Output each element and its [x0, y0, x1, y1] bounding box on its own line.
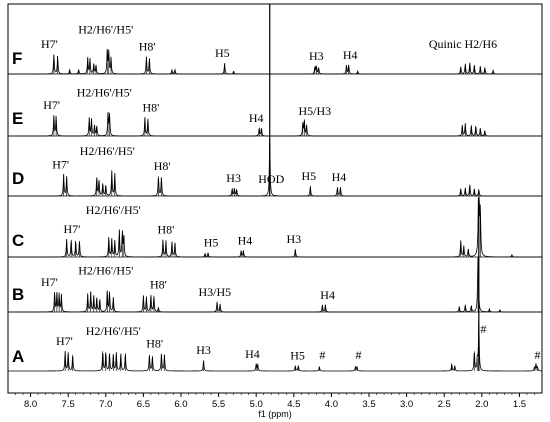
peak-annotation: H3 — [309, 49, 324, 63]
peak-annotation: Quinic H2/H6 — [429, 37, 497, 51]
peak-annotation: H5 — [302, 169, 317, 183]
x-tick-label: 1.5 — [513, 399, 526, 410]
peak-annotation: H8' — [142, 100, 159, 114]
peak-annotation: H4 — [245, 347, 260, 361]
panel-label-A: A — [12, 347, 24, 366]
spectrum-trace — [8, 111, 542, 137]
peak-annotation: H8' — [158, 223, 175, 237]
peak-annotation: H2/H6'/H5' — [86, 324, 141, 338]
peak-annotation: H8' — [154, 159, 171, 173]
x-tick-label: 6.0 — [174, 399, 187, 410]
x-tick-label: 5.0 — [250, 399, 263, 410]
peak-annotation: H8' — [150, 278, 167, 292]
peak-annotation: H5 — [204, 236, 219, 250]
peak-annotation: H4 — [320, 288, 335, 302]
peak-annotation: H3 — [226, 171, 241, 185]
peak-annotation: H8' — [146, 337, 163, 351]
peak-annotation: H3 — [286, 232, 301, 246]
peak-annotation: H5 — [290, 349, 305, 363]
spectra: F H7' H2/H6'/H5' H8' H5 H3 H4 Quinic H2/H6 E H7' H… — [8, 4, 543, 372]
peak-annotation: H7' — [41, 275, 58, 289]
peak-annotation: H7' — [64, 222, 81, 236]
peak-annotation: H2/H6'/H5' — [86, 203, 141, 217]
peak-annotation: H5 — [215, 46, 230, 60]
x-axis-title: f1 (ppm) — [258, 409, 292, 419]
x-tick-label: 7.0 — [99, 399, 112, 410]
spectrum-C: C H7' H2/H6'/H5' H8' H5 H4 H3 — [8, 195, 542, 258]
x-tick-label: 2.0 — [475, 399, 488, 410]
panel-label-F: F — [12, 49, 22, 68]
spectrum-trace — [8, 48, 542, 75]
panel-label-E: E — [12, 109, 23, 128]
spectrum-E: E H7' H2/H6'/H5' H8' H4 H5/H3 — [8, 73, 542, 137]
spectrum-A: A H7' H2/H6'/H5' H8' H3 H4 H5 # # # # — [8, 311, 543, 372]
peak-annotation: H2/H6'/H5' — [77, 86, 132, 100]
spectrum-B: B H7' H2/H6'/H5' H8' H3/H5 H4 — [8, 256, 542, 313]
x-tick-label: 5.5 — [212, 399, 225, 410]
x-tick-label: 4.0 — [325, 399, 338, 410]
peak-annotation: # — [355, 348, 361, 362]
peak-annotation: H4 — [343, 48, 358, 62]
x-tick-label: 4.5 — [287, 399, 300, 410]
peak-annotation: H8' — [139, 40, 156, 54]
peak-annotation: H2/H6'/H5' — [78, 23, 133, 37]
x-axis: 8.0 7.5 7.0 6.5 6.0 5.5 5.0 4.5 4.0 3.5 3.0 2.5 2.0 1… — [15, 393, 535, 410]
spectrum-D: D H7' H2/H6'/H5' H8' H3 HOD H5 H4 — [8, 135, 542, 197]
peak-annotation: HOD — [258, 172, 284, 186]
peak-annotation: H7' — [43, 98, 60, 112]
plot-border — [7, 3, 543, 394]
x-tick-label: 7.5 — [62, 399, 75, 410]
peak-annotation: # — [319, 348, 325, 362]
x-tick-label: 6.5 — [137, 399, 150, 410]
spectrum-F: F H7' H2/H6'/H5' H8' H5 H3 H4 Quinic H2/H6 — [8, 23, 542, 75]
peak-annotation: H4 — [238, 234, 253, 248]
x-tick-label: 8.0 — [24, 399, 37, 410]
peak-annotation: H7' — [56, 334, 73, 348]
peak-annotation: H4 — [332, 170, 347, 184]
x-tick-label: 2.5 — [438, 399, 451, 410]
peak-annotation: H2/H6'/H5' — [80, 144, 135, 158]
peak-annotation: H7' — [52, 157, 69, 171]
panel-label-C: C — [12, 231, 24, 250]
peak-annotation: H2/H6'/H5' — [78, 263, 133, 277]
peak-annotation: H4 — [249, 111, 264, 125]
peak-annotation: # — [480, 322, 486, 336]
panel-label-D: D — [12, 169, 24, 188]
peak-annotation: H3 — [196, 343, 211, 357]
peak-annotation: H5/H3 — [299, 104, 332, 118]
spectrum-trace — [8, 323, 543, 372]
x-tick-label: 3.5 — [362, 399, 375, 410]
plot-frame — [7, 3, 543, 394]
panel-label-B: B — [12, 285, 24, 304]
peak-annotation: # — [534, 348, 540, 362]
x-tick-label: 3.0 — [400, 399, 413, 410]
peak-annotation: H7' — [41, 37, 58, 51]
peak-annotation: H3/H5 — [198, 285, 231, 299]
